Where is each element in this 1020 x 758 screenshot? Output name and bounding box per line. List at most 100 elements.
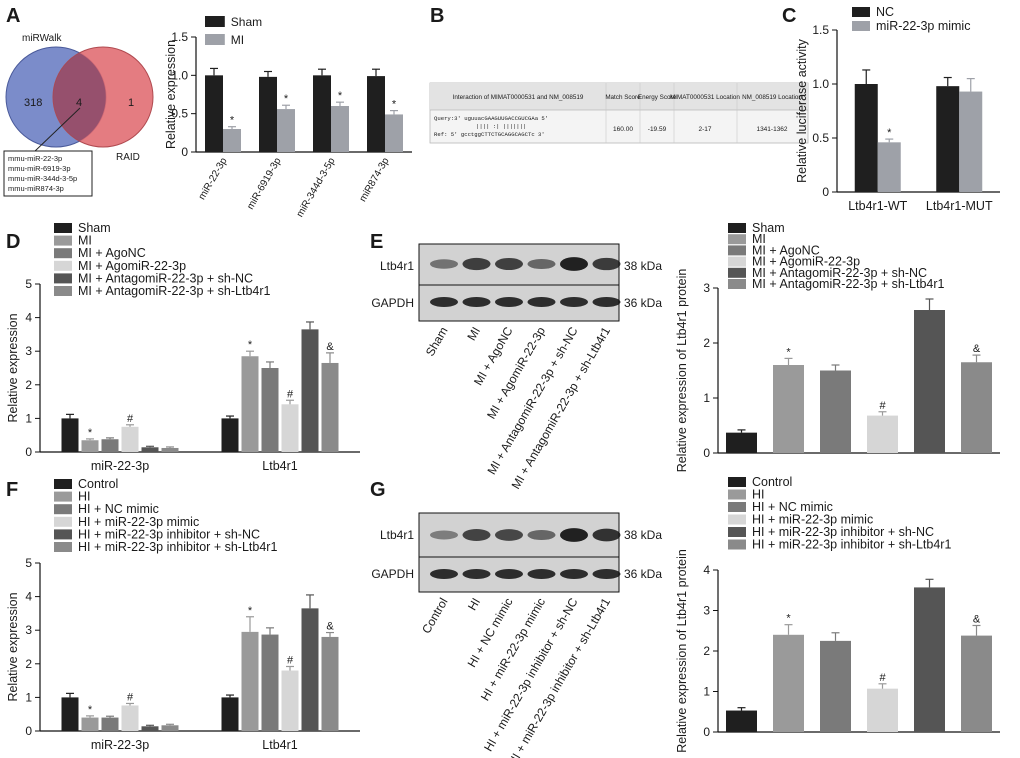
chart-d-bar (321, 362, 339, 452)
venn-overlap-listbox (3, 150, 93, 197)
chart-e-legend-label: MI + AgomiR-22-3p (752, 255, 860, 269)
chart-f-significance-mark: * (248, 605, 253, 617)
blot-g-lane-label: Control (419, 596, 450, 637)
chart-a-y-tick-label: 1.5 (171, 30, 188, 44)
chart-f-y-axis-label: Relative expression (6, 592, 20, 701)
chart-f-bar (161, 725, 179, 731)
venn-label-raid: RAID (116, 152, 140, 163)
chart-d-bar (81, 440, 99, 452)
chart-a-significance-mark: * (392, 99, 397, 111)
binding-value-energy: -19.59 (648, 126, 667, 133)
chart-g-significance-mark: & (973, 613, 981, 625)
chart-g-legend-swatch (728, 489, 746, 500)
binding-header-energy: Energy Score (638, 94, 677, 101)
chart-d-legend-label: Sham (78, 221, 111, 235)
blot-g-gapdh-band (527, 569, 556, 579)
binding-value-mimat-location: 2-17 (698, 126, 711, 133)
chart-g-bar (867, 688, 898, 732)
chart-c-legend-label: NC (876, 5, 894, 19)
chart-a-bar (367, 76, 385, 152)
chart-f-bar (321, 636, 339, 731)
blot-g-ltb4r1-band (495, 529, 523, 541)
chart-f-legend-label: HI + miR-22-3p inhibitor + sh-NC (78, 527, 260, 541)
chart-g-legend-label: HI + miR-22-3p inhibitor + sh-NC (752, 525, 934, 539)
chart-e-legend-label: MI + AntagomiR-22-3p + sh-Ltb4r1 (752, 277, 945, 291)
chart-e: 0 1 2 3 Relative expression of Ltb4r1 protei… (675, 221, 1000, 472)
chart-f-legend-swatch (54, 491, 72, 502)
venn-overlap-region (53, 53, 106, 141)
chart-e-y-axis-label: Relative expression of Ltb4r1 protein (675, 269, 689, 473)
blot-g-gapdh-band (592, 569, 621, 579)
chart-c-y-tick-label: 0 (822, 185, 829, 199)
chart-g-legend-label: HI + NC mimic (752, 500, 833, 514)
blot-g-ltb4r1-band (527, 529, 556, 541)
chart-g-significance-mark: # (879, 672, 886, 684)
binding-query-line: Query:3' uguuacGAAGUUGACCGUCGAa 5' (434, 115, 548, 122)
chart-c-bar (959, 91, 983, 192)
chart-d-y-tick-label: 4 (25, 311, 32, 325)
blot-e-ltb4r1-band (592, 257, 621, 271)
chart-a-y-tick-label: 1.0 (171, 68, 188, 82)
chart-d-y-tick-label: 1 (25, 411, 32, 425)
chart-f-legend-label: Control (78, 477, 118, 491)
chart-g-y-tick-label: 2 (703, 644, 710, 658)
chart-e-significance-mark: & (973, 343, 981, 355)
chart-d-bar (241, 356, 259, 452)
chart-d-bar (261, 368, 279, 452)
chart-d-legend-swatch (54, 223, 72, 233)
chart-d-legend-swatch (54, 248, 72, 259)
binding-table: Interaction of MIMAT0000531 and NM_00851… (429, 82, 809, 144)
chart-a-bar (385, 114, 403, 152)
chart-f-significance-mark: # (287, 654, 294, 666)
chart-e-legend-label: Sham (752, 221, 785, 235)
chart-d-significance-mark: # (127, 413, 134, 425)
chart-a-x-tick-label: miR-344d-3-5p (295, 156, 338, 220)
venn-label-mirwalk: miRWalk (22, 33, 62, 44)
blot-g-bands (430, 528, 621, 579)
chart-f-y-tick-label: 4 (25, 590, 32, 604)
chart-d-legend-label: MI + AntagomiR-22-3p + sh-NC (78, 271, 253, 285)
binding-header-interaction: Interaction of MIMAT0000531 and NM_00851… (453, 94, 584, 101)
chart-f-y-tick-label: 5 (25, 556, 32, 570)
chart-f-bar (141, 726, 159, 731)
blot-g-gapdh-label: GAPDH (371, 567, 414, 581)
chart-a-x-tick-label: miR-6919-3p (245, 156, 284, 212)
chart-e-bar (914, 310, 945, 453)
chart-a-x-tick-label: miR-22-3p (197, 156, 230, 202)
blot-e-gapdh-size: 36 kDa (624, 296, 662, 310)
blot-g-ltb4r1-band (560, 528, 588, 542)
chart-f-bar (281, 670, 299, 731)
chart-c-y-tick-label: 1.0 (812, 77, 829, 91)
chart-d-x-tick-label: miR-22-3p (91, 459, 149, 473)
blot-e-lane-label: Sham (423, 325, 451, 359)
venn-overlap-item-3: mmu-miR-344d-3-5p (8, 174, 77, 183)
chart-g-y-axis-label: Relative expression of Ltb4r1 protein (675, 549, 689, 753)
chart-f-legend-label: HI + miR-22-3p mimic (78, 515, 199, 529)
chart-f-y-tick-label: 3 (25, 623, 32, 637)
chart-e-bar (961, 362, 992, 453)
chart-f-legend-label: HI + miR-22-3p inhibitor + sh-Ltb4r1 (78, 540, 277, 554)
chart-d-y-tick-label: 3 (25, 344, 32, 358)
chart-f: 0 1 2 3 4 5 Relative expression * # * # & miR-22-3p L… (6, 477, 360, 752)
binding-header-match: Match Score (605, 94, 641, 101)
chart-e-legend-swatch (728, 256, 746, 267)
chart-e-legend-swatch (728, 223, 746, 233)
chart-g: 0 1 2 3 4 Relative expression of Ltb4r1 prote… (675, 475, 1000, 753)
chart-g-y-tick-label: 1 (703, 685, 710, 699)
blot-g-gapdh-band (495, 569, 523, 579)
chart-d: 0 1 2 3 4 5 Relative expression * # * # & miR-22-3p L… (6, 221, 360, 473)
chart-d-legend-label: MI + AntagomiR-22-3p + sh-Ltb4r1 (78, 284, 271, 298)
chart-e-y-tick-label: 3 (703, 281, 710, 295)
blot-e-ltb4r1-band (495, 257, 523, 271)
chart-f-x-tick-label: miR-22-3p (91, 738, 149, 752)
chart-d-legend-swatch (54, 273, 72, 284)
panel-label-a: A (6, 5, 20, 27)
chart-e-legend-label: MI + AgoNC (752, 243, 820, 257)
chart-c-y-tick-label: 1.5 (812, 23, 829, 37)
chart-f-x-tick-label: Ltb4r1 (262, 738, 297, 752)
chart-f-legend-swatch (54, 504, 72, 515)
chart-d-bar (161, 447, 179, 452)
